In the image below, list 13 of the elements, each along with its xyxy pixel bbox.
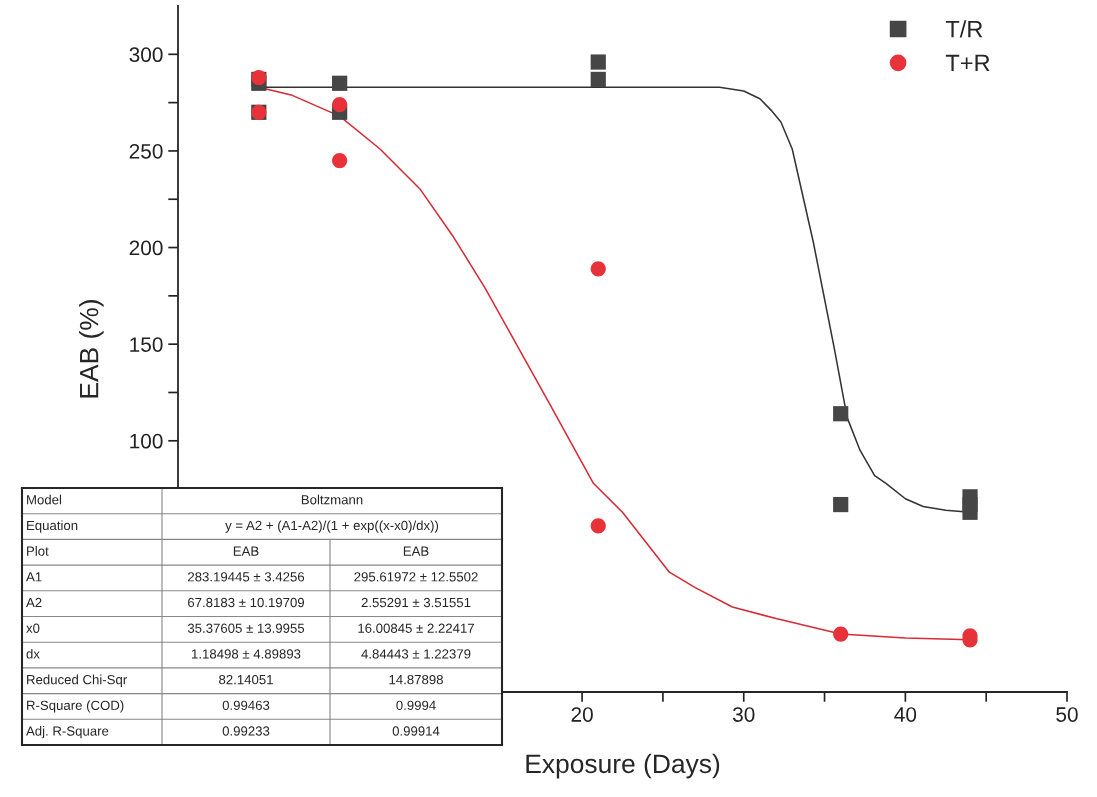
x-tick-label: 20: [571, 707, 593, 722]
x-tick-label: 50: [1056, 707, 1078, 722]
y-tick-label: 300: [129, 47, 163, 63]
y-tick-label: 100: [130, 433, 163, 449]
x-tick-label: 30: [732, 707, 755, 722]
y-tick-label: 150: [130, 337, 163, 352]
legend-label: T+R: [945, 54, 990, 72]
x-tick-label: 40: [894, 707, 917, 722]
y-axis-title: EAB (%): [79, 300, 104, 398]
x-axis-title: Exposure (Days): [526, 753, 720, 779]
y-tick-label: 200: [129, 240, 163, 256]
legend-label: T/R: [945, 20, 983, 38]
y-tick-label: 250: [129, 143, 163, 159]
